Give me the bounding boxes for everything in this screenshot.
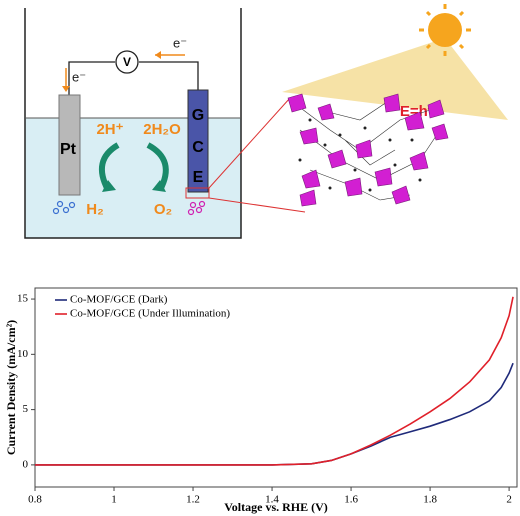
voltmeter xyxy=(115,50,139,74)
y-tick-label: 10 xyxy=(17,348,29,360)
electron-label: e⁻ xyxy=(72,69,86,84)
x-tick-label: 1.2 xyxy=(186,494,200,506)
y-axis-label: Current Density (mA/cm²) xyxy=(4,320,18,455)
plot-frame xyxy=(34,287,518,488)
pt-label: Pt xyxy=(60,141,77,158)
series-line xyxy=(35,362,514,466)
voltmeter-label: V xyxy=(123,55,131,69)
zoom-line xyxy=(208,197,306,213)
solution xyxy=(25,118,241,238)
y-tick-label: 5 xyxy=(23,403,29,415)
arrowhead xyxy=(102,180,116,192)
zoom-line xyxy=(208,97,291,189)
pt-electrode xyxy=(58,94,81,196)
light-beam xyxy=(282,38,508,120)
legend-label: Co-MOF/GCE (Under Illumination) xyxy=(70,308,230,320)
series-line xyxy=(35,296,514,466)
gce-letter: E xyxy=(193,169,204,186)
x-tick-label: 1.4 xyxy=(265,494,279,506)
bubbles xyxy=(187,200,206,216)
product-label: H₂ xyxy=(86,201,104,218)
sun xyxy=(419,4,471,56)
electron-label: e⁻ xyxy=(173,35,187,50)
zoom-box xyxy=(185,187,210,199)
reaction-label: 2H⁺ xyxy=(96,121,123,138)
x-tick-label: 1.8 xyxy=(423,494,437,506)
gce-letter: G xyxy=(192,107,204,124)
mof-structure xyxy=(287,93,449,207)
reaction-label: 2H₂O xyxy=(143,121,181,138)
arrowhead xyxy=(155,51,161,59)
y-tick-label: 0 xyxy=(23,458,29,470)
gce-letter: C xyxy=(192,139,204,156)
x-axis-label: Voltage vs. RHE (V) xyxy=(224,500,328,514)
x-tick-label: 0.8 xyxy=(28,494,42,506)
arrowhead xyxy=(62,86,70,92)
beaker xyxy=(24,8,242,239)
legend-label: Co-MOF/GCE (Dark) xyxy=(70,294,168,306)
bubbles xyxy=(52,200,76,215)
wire xyxy=(68,61,199,95)
gce-electrode xyxy=(187,89,209,193)
product-label: O₂ xyxy=(154,201,172,218)
y-tick-label: 15 xyxy=(17,293,29,305)
x-tick-label: 2 xyxy=(506,494,512,506)
x-tick-label: 1 xyxy=(111,494,117,506)
x-tick-label: 1.6 xyxy=(344,494,358,506)
energy-label: E=hν xyxy=(400,103,436,120)
arrowhead xyxy=(152,180,166,192)
